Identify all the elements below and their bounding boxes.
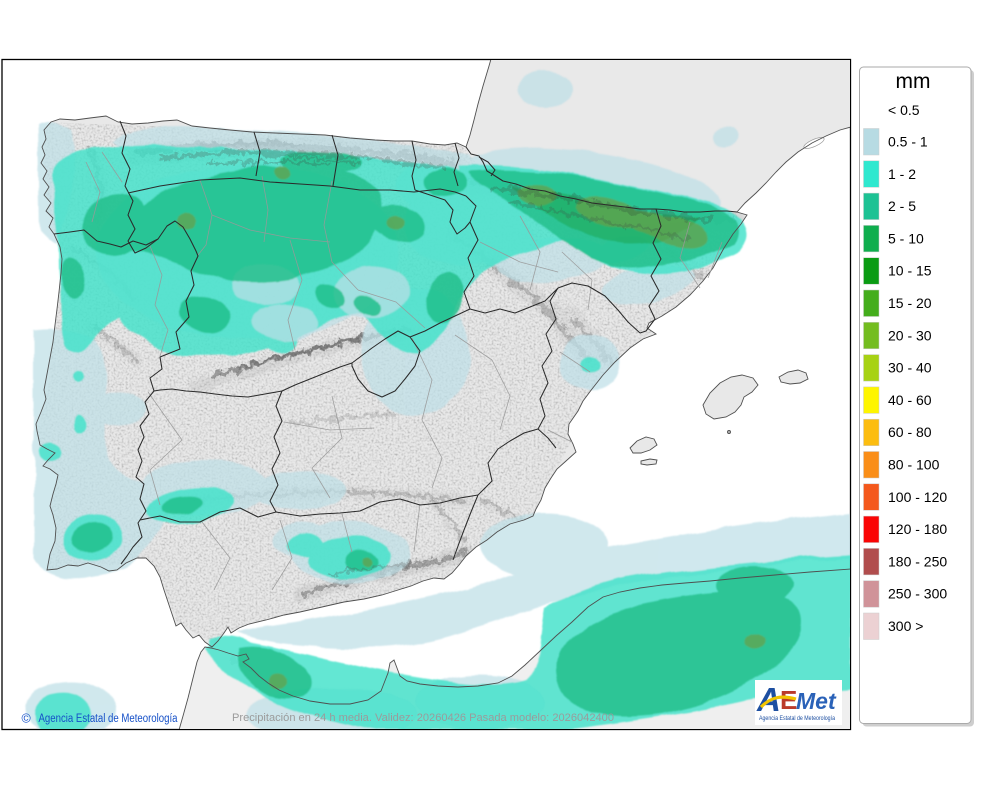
svg-text:80 - 100: 80 - 100 bbox=[888, 457, 940, 473]
svg-text:180 - 250: 180 - 250 bbox=[888, 553, 947, 569]
svg-text:120 - 180: 120 - 180 bbox=[888, 521, 947, 537]
svg-text:0.5 - 1: 0.5 - 1 bbox=[888, 134, 928, 150]
svg-text:15 - 20: 15 - 20 bbox=[888, 295, 932, 311]
svg-text:1 - 2: 1 - 2 bbox=[888, 166, 916, 182]
svg-text:mm: mm bbox=[896, 70, 931, 93]
svg-text:100 - 120: 100 - 120 bbox=[888, 489, 947, 505]
svg-text:Precipitación en 24 h media. V: Precipitación en 24 h media. Validez: 20… bbox=[232, 712, 614, 724]
svg-text:40 - 60: 40 - 60 bbox=[888, 392, 932, 408]
svg-text:Met: Met bbox=[796, 688, 837, 714]
svg-text:Agencia Estatal de Meteorologí: Agencia Estatal de Meteorología bbox=[39, 713, 179, 725]
svg-text:20 - 30: 20 - 30 bbox=[888, 327, 932, 343]
svg-text:©: © bbox=[22, 712, 32, 726]
svg-text:30 - 40: 30 - 40 bbox=[888, 360, 932, 376]
svg-text:10 - 15: 10 - 15 bbox=[888, 263, 932, 279]
svg-text:5 - 10: 5 - 10 bbox=[888, 230, 924, 246]
svg-text:E: E bbox=[780, 685, 797, 715]
svg-text:60 - 80: 60 - 80 bbox=[888, 424, 932, 440]
svg-text:Agencia Estatal de Meteorologí: Agencia Estatal de Meteorología bbox=[759, 715, 835, 722]
svg-text:2 - 5: 2 - 5 bbox=[888, 198, 916, 214]
svg-text:< 0.5: < 0.5 bbox=[888, 102, 920, 118]
svg-text:250 - 300: 250 - 300 bbox=[888, 586, 947, 602]
svg-text:300 >: 300 > bbox=[888, 618, 923, 634]
